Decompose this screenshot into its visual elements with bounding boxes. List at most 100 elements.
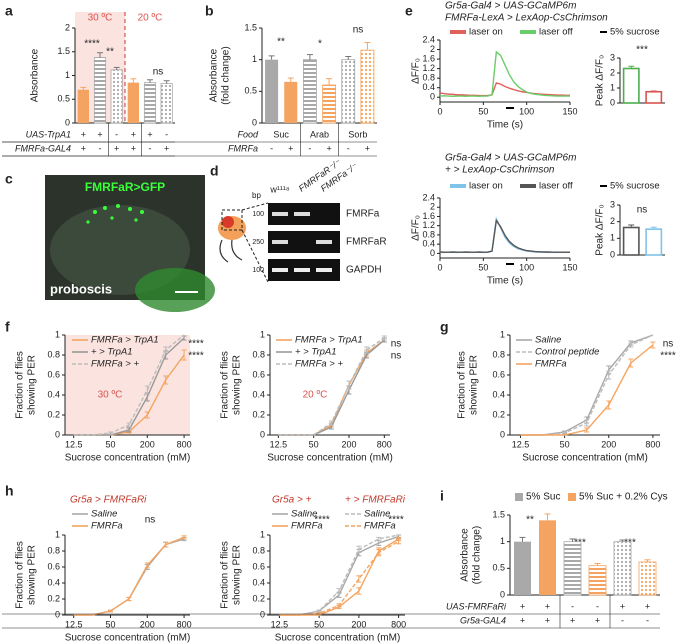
x-tick-label: 150: [562, 106, 577, 116]
bar: [360, 49, 375, 124]
x-tick-label: 12.5: [65, 439, 83, 449]
y-axis-label: Peak ΔF/F₀: [595, 55, 606, 106]
row-cell: -: [596, 601, 599, 611]
legend-swatch: [568, 493, 576, 501]
y-axis-label: showing PER: [27, 355, 38, 415]
x-tick-label: 200: [601, 439, 616, 449]
bar: [563, 541, 582, 596]
annotation: ns: [153, 67, 164, 78]
legend-label: 5% Suc: [526, 492, 560, 503]
y-tick-label: 0.6: [252, 561, 265, 571]
y-tick-label: 1: [610, 82, 615, 92]
y-axis-label: showing PER: [232, 355, 243, 415]
y-tick-label: 0: [252, 117, 257, 127]
legend-label: FMRFa > TrpA1: [295, 335, 363, 346]
y-tick-label: 0: [65, 117, 70, 127]
x-tick-label: 800: [377, 439, 392, 449]
panel-label: a: [5, 3, 13, 19]
legend-title: + > FMRFaRi: [345, 495, 406, 506]
y-tick-label: 0: [610, 97, 615, 107]
y-tick-label: 1: [260, 529, 265, 539]
series-line: [279, 535, 399, 616]
y-tick-label: 0.4: [422, 239, 435, 249]
annotation: *: [318, 39, 322, 50]
row-label: UAS-FMRFaRi: [446, 601, 507, 611]
y-tick-label: 0.4: [47, 389, 60, 399]
x-axis-label: Sucrose concentration (mM): [267, 453, 393, 464]
bar: [645, 90, 663, 104]
y-tick-label: 3: [610, 52, 615, 62]
bar: [143, 82, 157, 124]
bar: [341, 59, 356, 124]
y-axis-label: Absorbance: [460, 528, 471, 582]
legend-label: laser off: [539, 27, 573, 38]
x-tick-label: 200: [140, 439, 155, 449]
annotation: **: [277, 37, 285, 48]
annotation: ns: [145, 515, 156, 526]
row-cell: -: [347, 143, 350, 153]
legend-title: Gr5a > +: [272, 495, 312, 506]
legend-label: + > TrpA1: [295, 347, 337, 358]
row-cell: +: [645, 601, 650, 611]
y-tick-label: 1.6: [422, 53, 435, 63]
y-tick-label: 1: [252, 54, 257, 64]
unit-label: bp: [252, 191, 261, 200]
y-axis-label: showing PER: [232, 545, 243, 605]
row-cell: +: [164, 143, 169, 153]
row-cell: Arab: [310, 129, 329, 139]
y-tick-label: 1.2: [422, 63, 435, 73]
y-tick-label: 0.4: [47, 577, 60, 587]
y-tick-label: 0: [55, 429, 60, 439]
x-tick-label: 50: [560, 439, 570, 449]
series-line: [73, 538, 185, 616]
annotation: **: [526, 515, 534, 526]
legend-label: FMRFa: [91, 521, 123, 532]
y-tick-label: 1.5: [244, 22, 257, 32]
row-cell: -: [270, 143, 273, 153]
y-axis-label: Absorbance: [30, 48, 41, 102]
x-tick-label: 800: [177, 619, 192, 629]
row-cell: -: [308, 143, 311, 153]
row-cell: -: [115, 129, 118, 139]
y-tick-label: 0.6: [47, 369, 60, 379]
legend-label: Saline: [535, 335, 561, 346]
y-tick-label: 0: [500, 589, 505, 599]
annotation: 20 ºC: [138, 13, 163, 24]
x-tick-label: 50: [105, 439, 115, 449]
row-cell: +: [288, 143, 293, 153]
row-cell: -: [571, 601, 574, 611]
series-line: [439, 82, 570, 97]
row-cell: +: [570, 615, 575, 625]
bar: [539, 520, 556, 595]
row-cell: +: [520, 615, 525, 625]
row-cell: -: [621, 615, 624, 625]
legend-label: laser on: [469, 181, 503, 192]
row-cell: +: [131, 129, 136, 139]
panel-label: b: [205, 3, 214, 19]
annotation: 30 ºC: [88, 13, 113, 24]
series-line: [439, 50, 570, 97]
x-tick-label: 150: [562, 262, 577, 272]
y-tick-label: 1: [260, 329, 265, 339]
legend-label: FMRFa: [291, 521, 323, 532]
y-tick-label: 0.8: [252, 349, 265, 359]
row-cell: +: [365, 143, 370, 153]
row-cell: -: [149, 143, 152, 153]
series-line: [279, 534, 399, 616]
band-label: FMRFa: [346, 209, 380, 220]
row-label: UAS-TrpA1: [26, 129, 71, 139]
annotation: 30 ºC: [98, 390, 123, 401]
legend-label: FMRFa > TrpA1: [91, 335, 159, 346]
x-tick-label: 800: [177, 439, 192, 449]
annotation: ****: [84, 39, 100, 50]
y-tick-label: 2.4: [422, 192, 435, 202]
y-tick-label: 0.8: [492, 349, 505, 359]
row-cell: +: [97, 129, 102, 139]
y-axis-label: Fraction of flies: [15, 541, 26, 609]
y-axis-label: Fraction of flies: [15, 351, 26, 419]
row-cell: +: [620, 601, 625, 611]
row-cell: +: [520, 601, 525, 611]
bar: [160, 83, 173, 124]
y-tick-label: 1: [65, 70, 70, 80]
